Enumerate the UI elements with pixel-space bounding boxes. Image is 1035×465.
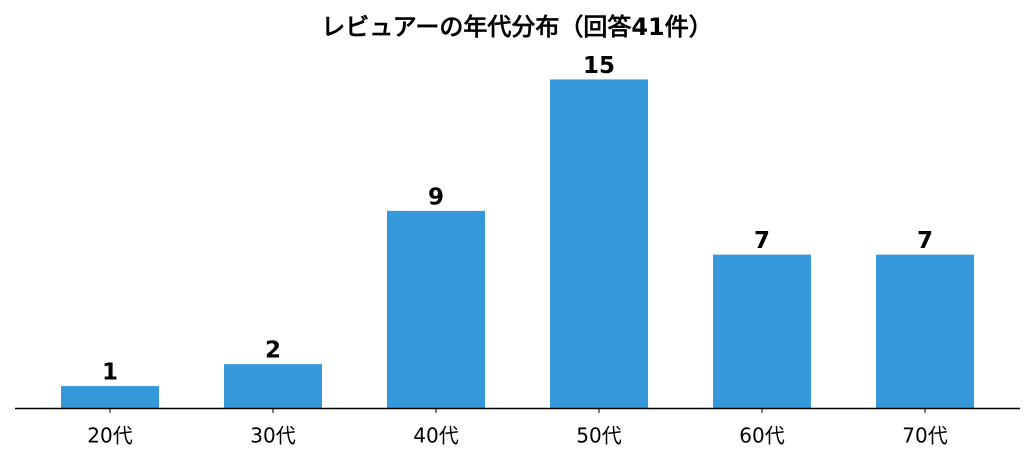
x-tick-label: 30代 — [250, 424, 295, 448]
value-label: 7 — [917, 228, 933, 254]
x-tick-label: 70代 — [902, 424, 947, 448]
value-label: 9 — [428, 184, 444, 210]
bar — [876, 254, 974, 408]
bar — [387, 210, 485, 408]
value-label: 7 — [754, 228, 770, 254]
bar — [224, 364, 322, 408]
x-tick-label: 20代 — [87, 424, 132, 448]
bar — [61, 386, 159, 408]
x-tick-label: 60代 — [739, 424, 784, 448]
bar — [713, 254, 811, 408]
chart-title: レビュアーの年代分布（回答41件） — [321, 13, 712, 41]
bar — [550, 79, 648, 408]
x-tick-label: 50代 — [576, 424, 621, 448]
x-tick-label: 40代 — [413, 424, 458, 448]
value-label: 1 — [102, 360, 118, 386]
value-label: 2 — [265, 338, 281, 364]
value-label: 15 — [583, 53, 615, 79]
